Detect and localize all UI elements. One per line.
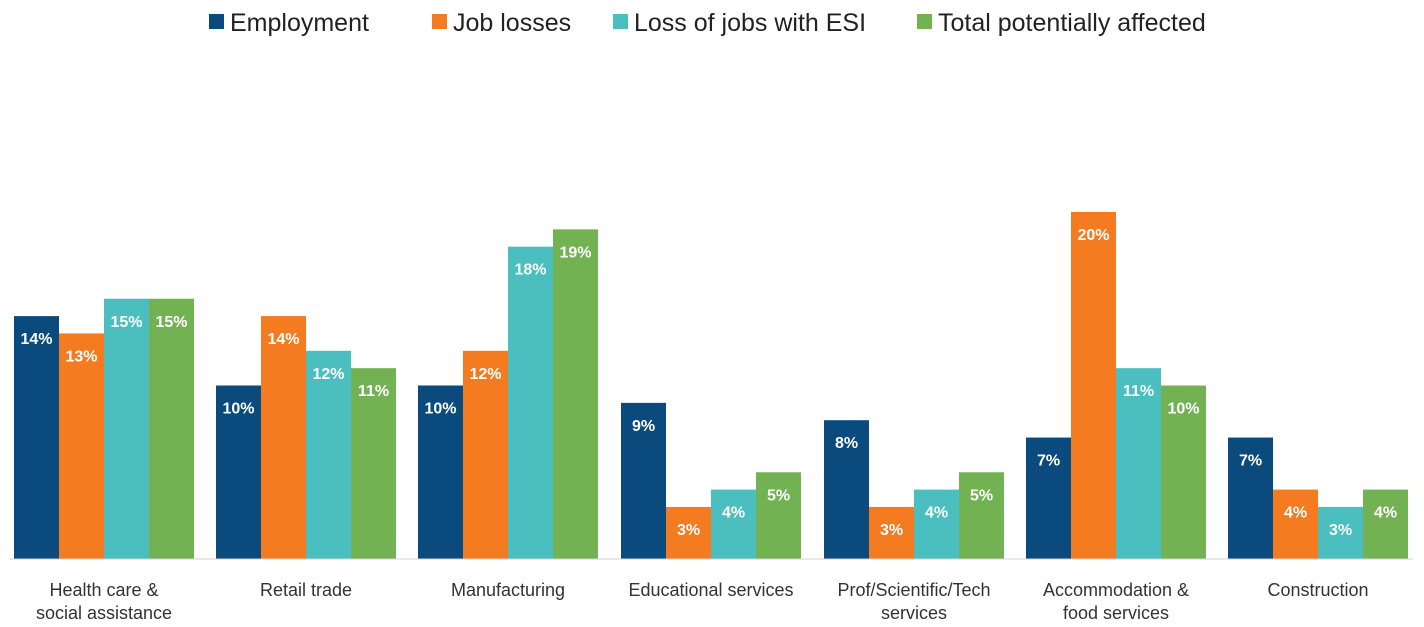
bar-data-label: 7%	[1037, 453, 1060, 470]
category-label-line: Manufacturing	[451, 580, 565, 600]
bar-data-label: 14%	[20, 331, 52, 348]
bar	[756, 472, 801, 559]
legend-swatch	[432, 14, 447, 29]
legend-label: Loss of jobs with ESI	[634, 9, 866, 37]
bar	[1318, 506, 1363, 559]
category-label: Retail trade	[260, 580, 352, 600]
legend-label: Total potentially affected	[938, 9, 1206, 37]
bar	[508, 246, 553, 559]
bar	[914, 489, 959, 559]
bar-data-label: 3%	[677, 522, 700, 539]
bar	[711, 489, 756, 559]
legend-swatch	[917, 14, 932, 29]
bar-data-label: 4%	[1284, 505, 1307, 522]
bar	[1161, 385, 1206, 559]
bar-data-label: 3%	[880, 522, 903, 539]
bar	[14, 316, 59, 559]
category-label: Accommodation & food services	[1043, 580, 1189, 623]
bar	[1026, 437, 1071, 559]
bar-data-label: 5%	[970, 487, 993, 504]
category-label-line: Accommodation &	[1043, 580, 1189, 600]
bar	[104, 298, 149, 559]
category-label-line: social assistance	[36, 603, 172, 623]
category-label-line: Construction	[1267, 580, 1368, 600]
bar-data-label: 4%	[722, 505, 745, 522]
category-label-line: Health care &	[49, 580, 158, 600]
category-label: Health care & social assistance	[36, 580, 172, 623]
bar	[59, 333, 104, 559]
bar-data-label: 15%	[155, 314, 187, 331]
chart-bars	[14, 212, 1408, 559]
bar-data-label: 7%	[1239, 453, 1262, 470]
bar	[306, 350, 351, 559]
chart-data-labels: 14% 13% 15% 15% 10% 14% 12% 11% 10% 12% 18% 19% 9% 3%…	[20, 227, 1397, 539]
bar-data-label: 14%	[267, 331, 299, 348]
bar	[261, 316, 306, 559]
bar	[149, 298, 194, 559]
bar	[959, 472, 1004, 559]
bar-data-label: 11%	[358, 383, 389, 400]
bar-data-label: 10%	[1167, 401, 1199, 418]
bar-data-label: 10%	[222, 401, 254, 418]
bar-data-label: 12%	[312, 366, 344, 383]
category-label-line: Prof/Scientific/Tech	[837, 580, 990, 600]
legend-swatch	[613, 14, 628, 29]
bar-data-label: 5%	[767, 487, 790, 504]
bar-data-label: 10%	[424, 401, 456, 418]
chart-category-labels: Health care & social assistance Retail tra…	[36, 580, 1369, 623]
bar	[1363, 489, 1408, 559]
bar	[1071, 212, 1116, 559]
bar	[553, 229, 598, 559]
bar	[351, 368, 396, 559]
bar	[824, 420, 869, 559]
bar-data-label: 19%	[559, 244, 591, 261]
bar-data-label: 20%	[1077, 227, 1109, 244]
bar-data-label: 13%	[65, 348, 97, 365]
category-label-line: food services	[1063, 603, 1169, 623]
bar	[418, 385, 463, 559]
bar-data-label: 18%	[514, 262, 546, 279]
category-label: Manufacturing	[451, 580, 565, 600]
bar-data-label: 9%	[632, 418, 655, 435]
category-label: Construction	[1267, 580, 1368, 600]
category-label-line: Educational services	[628, 580, 793, 600]
bar-data-label: 12%	[469, 366, 501, 383]
category-label: Educational services	[628, 580, 793, 600]
bar	[1228, 437, 1273, 559]
legend-swatch	[209, 14, 224, 29]
bar-data-label: 3%	[1329, 522, 1352, 539]
bar-data-label: 8%	[835, 435, 858, 452]
bar	[621, 402, 666, 559]
bar	[463, 350, 508, 559]
bar	[1273, 489, 1318, 559]
bar	[666, 506, 711, 559]
bar	[216, 385, 261, 559]
bar-data-label: 11%	[1123, 383, 1154, 400]
bar	[1116, 368, 1161, 559]
category-label-line: Retail trade	[260, 580, 352, 600]
category-label: Prof/Scientific/Tech services	[837, 580, 990, 623]
category-label-line: services	[881, 603, 947, 623]
legend-label: Employment	[230, 9, 369, 37]
bar	[869, 506, 914, 559]
bar-data-label: 4%	[925, 505, 948, 522]
bar-data-label: 4%	[1374, 505, 1397, 522]
bar-data-label: 15%	[110, 314, 142, 331]
chart-legend: Employment Job losses Loss of jobs with ES…	[209, 9, 1206, 37]
legend-label: Job losses	[453, 9, 571, 37]
